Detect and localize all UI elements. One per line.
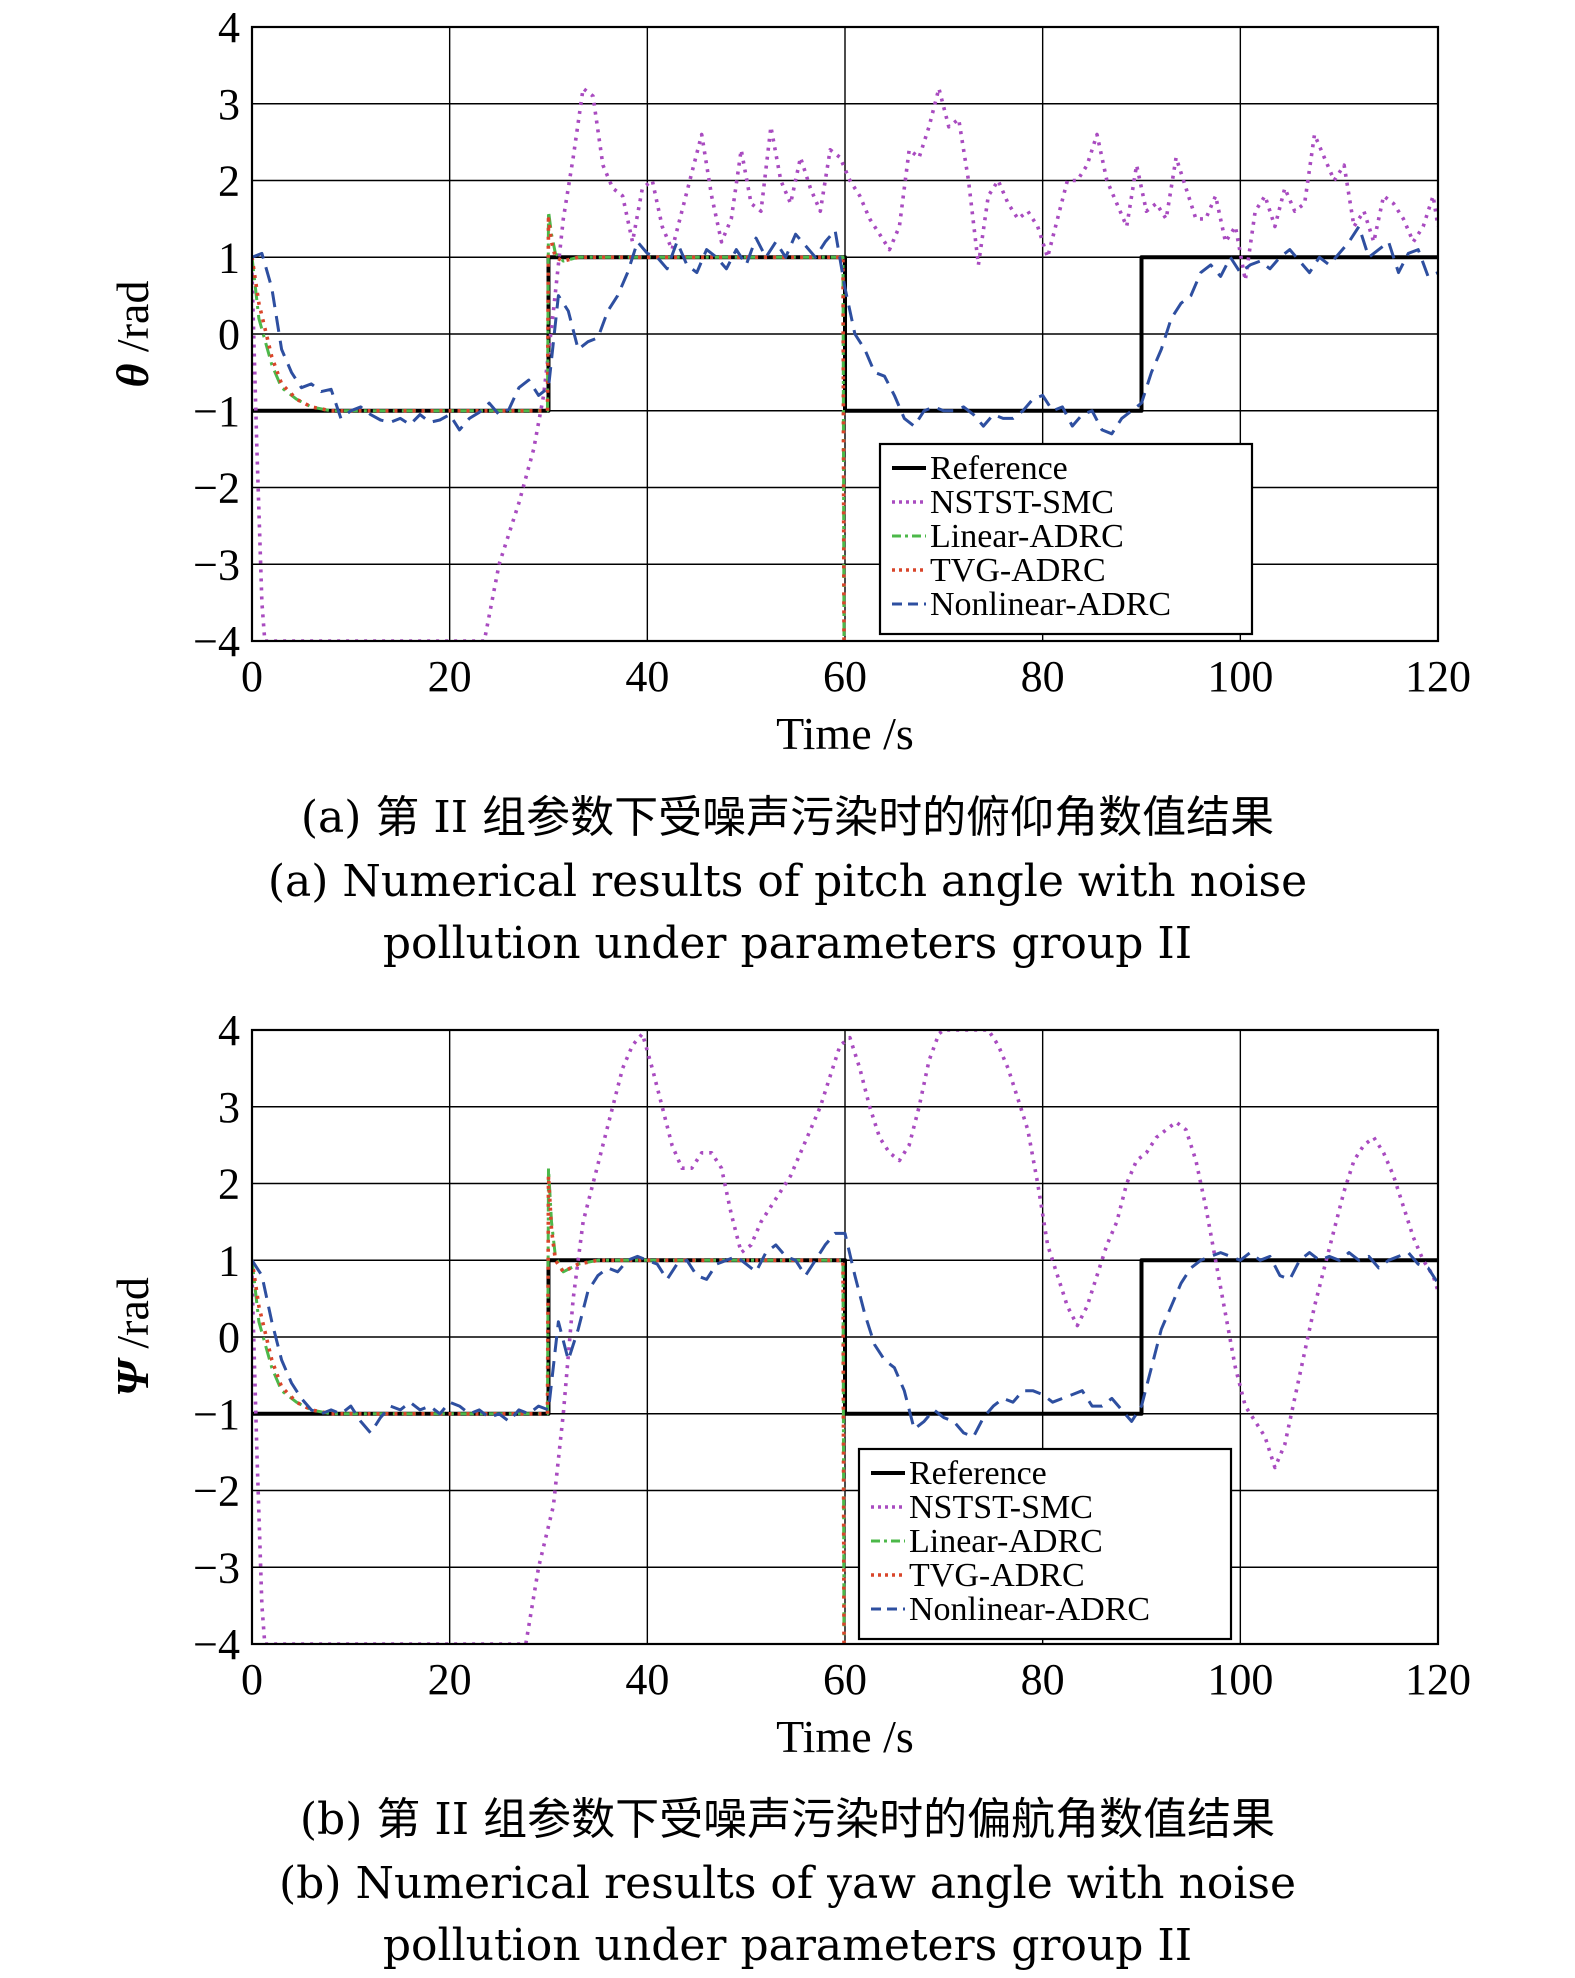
legend: ReferenceNSTST-SMCLinear-ADRCTVG-ADRCNon… <box>878 442 1254 636</box>
caption-b-english-line1: (b) Numerical results of yaw angle with … <box>278 1858 1297 1909</box>
y-tick-label: 1 <box>218 233 240 282</box>
y-tick-label: 0 <box>218 1313 240 1362</box>
series-line-nonlinear-adrc <box>252 225 1438 436</box>
series-line-nonlinear-adrc <box>252 1231 1438 1439</box>
x-axis-label: Time /s <box>776 1711 914 1762</box>
x-tick-label: 60 <box>823 1655 867 1704</box>
x-tick-label: 100 <box>1207 652 1273 701</box>
x-tick-label: 60 <box>823 652 867 701</box>
x-tick-label: 20 <box>428 652 472 701</box>
legend-label: Nonlinear-ADRC <box>909 1591 1150 1628</box>
legend-label: Reference <box>930 450 1068 487</box>
y-tick-label: 3 <box>218 1083 240 1132</box>
legend-label: NSTST-SMC <box>930 484 1114 521</box>
x-tick-label: 80 <box>1021 652 1065 701</box>
legend-label: Nonlinear-ADRC <box>930 586 1171 623</box>
legend-box <box>878 442 1254 636</box>
x-tick-label: 100 <box>1207 1655 1273 1704</box>
y-axis-label: Ψ /rad <box>107 1277 158 1397</box>
y-axis-unit: /rad <box>107 1277 158 1360</box>
y-axis-label: θ /rad <box>107 281 158 388</box>
y-axis-symbol: θ <box>107 363 158 387</box>
x-tick-label: 120 <box>1405 1655 1471 1704</box>
plot-frame <box>250 1028 1440 1646</box>
pitch-angle-chart: 0 20 40 60 80 100 120 −4 −3 −2 −1 0 1 2 3 4 Time /s θ /ra… <box>107 3 1471 759</box>
y-tick-label: 2 <box>218 157 240 206</box>
yaw-angle-chart: 0 20 40 60 80 100 120 −4 −3 −2 −1 0 1 2 3 4 Time /s Ψ /ra… <box>107 1006 1471 1762</box>
caption-b-english-line2: pollution under parameters group II <box>382 1920 1193 1971</box>
x-tick-label: 120 <box>1405 652 1471 701</box>
y-tick-label: 0 <box>218 310 240 359</box>
x-tick-label: 40 <box>625 1655 669 1704</box>
plot-frame <box>250 25 1440 643</box>
y-tick-label: 2 <box>218 1160 240 1209</box>
y-tick-label: −4 <box>193 1620 240 1669</box>
caption-b-chinese: (b) 第 II 组参数下受噪声污染时的偏航角数值结果 <box>299 1794 1276 1845</box>
caption-a-english-line1: (a) Numerical results of pitch angle wit… <box>267 856 1308 907</box>
y-tick-label: 1 <box>218 1236 240 1285</box>
series-line-linear-adrc <box>252 1166 846 1644</box>
legend: ReferenceNSTST-SMCLinear-ADRCTVG-ADRCNon… <box>857 1447 1233 1641</box>
y-axis-unit: /rad <box>107 281 158 364</box>
caption-a-chinese: (a) 第 II 组参数下受噪声污染时的俯仰角数值结果 <box>300 792 1275 843</box>
legend-label: NSTST-SMC <box>909 1489 1093 1526</box>
y-tick-label: −2 <box>193 1467 240 1516</box>
y-tick-label: −3 <box>193 540 240 589</box>
series-group <box>252 1030 1438 1644</box>
x-tick-label: 20 <box>428 1655 472 1704</box>
y-tick-label: −1 <box>193 1390 240 1439</box>
legend-label: TVG-ADRC <box>930 552 1106 589</box>
x-tick-label: 0 <box>241 1655 263 1704</box>
legend-label: TVG-ADRC <box>909 1557 1085 1594</box>
x-axis-label: Time /s <box>776 708 914 759</box>
series-line-tvg-adrc <box>252 217 846 641</box>
series-group <box>252 86 1438 641</box>
caption-a-english-line2: pollution under parameters group II <box>382 918 1193 969</box>
y-tick-label: 3 <box>218 80 240 129</box>
legend-label: Linear-ADRC <box>930 518 1124 555</box>
y-tick-label: −3 <box>193 1543 240 1592</box>
y-tick-label: −1 <box>193 387 240 436</box>
legend-label: Linear-ADRC <box>909 1523 1103 1560</box>
y-tick-label: 4 <box>218 3 240 52</box>
y-tick-label: 4 <box>218 1006 240 1055</box>
x-tick-label: 40 <box>625 652 669 701</box>
y-tick-label: −2 <box>193 464 240 513</box>
legend-label: Reference <box>909 1455 1047 1492</box>
x-tick-label: 0 <box>241 652 263 701</box>
series-line-nstst-smc <box>252 86 1438 641</box>
x-tick-label: 80 <box>1021 1655 1065 1704</box>
y-tick-label: −4 <box>193 617 240 666</box>
legend-box <box>857 1447 1233 1641</box>
y-axis-symbol: Ψ <box>107 1357 158 1397</box>
